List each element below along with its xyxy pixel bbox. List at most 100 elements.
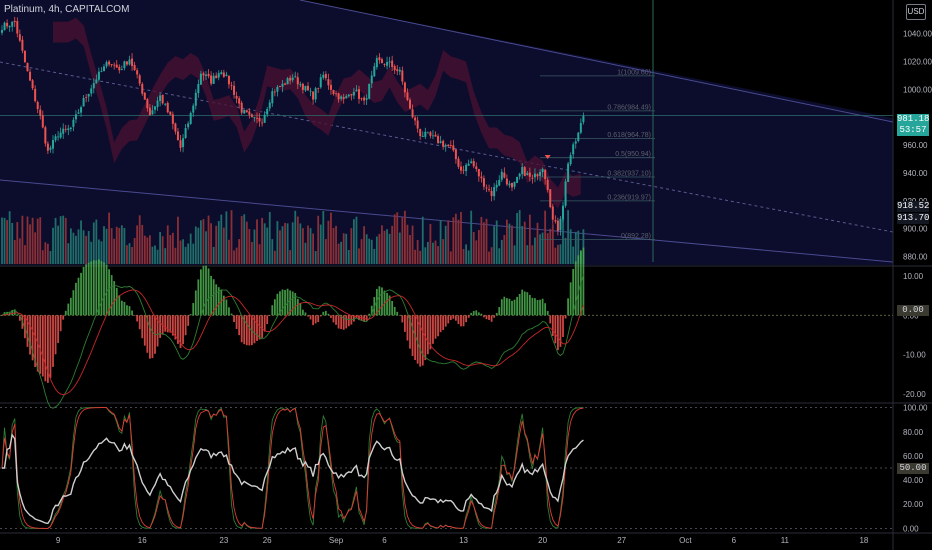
candle-body: [567, 163, 570, 182]
volume-bar: [197, 227, 200, 264]
macd-histogram-bar: [128, 306, 131, 316]
volume-bar: [151, 246, 154, 264]
candle-body: [398, 69, 401, 72]
candle-body: [426, 132, 429, 134]
macd-histogram-bar: [416, 315, 419, 364]
volume-bar: [182, 239, 184, 264]
volume-bar: [49, 251, 52, 264]
axes-layer: 880.00900.00920.00940.00960.00980.001000…: [56, 29, 932, 545]
macd-histogram-bar: [108, 269, 110, 316]
macd-histogram-bar: [480, 313, 483, 316]
signal-line: [1, 289, 584, 396]
volume-bar: [210, 223, 212, 264]
volume-bar: [467, 250, 470, 264]
candle-body: [273, 91, 276, 93]
candle-body: [44, 127, 47, 144]
macd-histogram-bar: [365, 315, 368, 321]
volume-bar: [29, 224, 31, 264]
candle-body: [482, 178, 485, 187]
macd-histogram-bar: [409, 315, 411, 349]
macd-histogram-bar: [44, 315, 47, 382]
candle-body: [403, 82, 406, 93]
channel-lower-line: [0, 179, 894, 263]
candle-body: [365, 98, 368, 100]
countdown-tag: 53:57: [897, 125, 929, 136]
candle-body: [238, 98, 241, 104]
macd-histogram-bar: [207, 268, 210, 316]
rsi-axis-tick: 40.00: [903, 476, 924, 485]
macd-histogram-bar: [358, 315, 360, 321]
candle-body: [95, 79, 98, 84]
volume-bar: [245, 221, 248, 264]
candle-body: [289, 77, 292, 81]
candle-body: [452, 145, 455, 151]
macd-histogram-bar: [342, 315, 345, 330]
volume-bar: [291, 222, 294, 264]
currency-button[interactable]: USD: [906, 4, 926, 20]
macd-histogram-bar: [498, 307, 501, 316]
macd-histogram-bar: [136, 315, 139, 322]
volume-bar: [57, 225, 59, 264]
macd-histogram-bar: [98, 259, 100, 316]
macd-histogram-bar: [345, 315, 348, 329]
candle-body: [205, 74, 207, 76]
candle-body: [16, 21, 19, 34]
volume-bar: [302, 228, 304, 264]
macd-histogram-bar: [337, 315, 340, 329]
candle-body: [383, 63, 386, 65]
volume-bar: [171, 232, 174, 264]
macd-histogram-bar: [572, 268, 575, 316]
candle-body: [562, 205, 564, 220]
candle-body: [373, 66, 376, 77]
candle-body: [523, 167, 526, 176]
volume-bar: [353, 219, 355, 264]
macd-histogram-bar: [488, 315, 490, 320]
macd-histogram-bar: [368, 313, 371, 316]
volume-bar: [261, 217, 263, 264]
candle-body: [396, 69, 399, 72]
candle-body: [125, 61, 128, 65]
volume-bar: [69, 228, 72, 264]
candle-body: [332, 89, 335, 95]
volume-bar: [3, 217, 6, 264]
macd-histogram-bar: [447, 315, 450, 324]
volume-bar: [120, 225, 123, 264]
volume-bar: [557, 244, 559, 264]
macd-histogram-bar: [312, 315, 314, 326]
macd-histogram-bar: [258, 315, 261, 340]
volume-bar: [233, 250, 235, 264]
candle-body: [358, 89, 360, 99]
macd-histogram-bar: [577, 255, 580, 316]
volume-bar: [133, 237, 136, 264]
volume-bar: [577, 230, 580, 264]
candle-body: [411, 109, 414, 118]
macd-histogram-bar: [179, 315, 182, 349]
volume-bar: [521, 226, 524, 264]
candle-body: [488, 189, 491, 191]
volume-bar: [444, 225, 447, 264]
volume-bar: [207, 215, 210, 264]
candle-body: [375, 58, 378, 68]
volume-bar: [161, 236, 164, 264]
macd-histogram-bar: [138, 315, 141, 330]
macd-histogram-bar: [215, 284, 218, 316]
macd-histogram-bar: [335, 315, 337, 325]
candle-body: [69, 127, 72, 129]
candle-body: [120, 69, 123, 70]
macd-histogram-bar: [386, 292, 388, 316]
volume-bar: [77, 229, 80, 264]
volume-bar: [493, 226, 496, 264]
candle-body: [100, 71, 103, 72]
macd-histogram-bar: [159, 315, 161, 338]
volume-bar: [470, 210, 473, 264]
candle-body: [327, 79, 330, 86]
macd-histogram-bar: [495, 312, 498, 316]
macd-histogram-bar: [467, 315, 470, 318]
candle-body: [370, 75, 373, 84]
volume-bar: [503, 234, 506, 264]
channel-layer: [0, 0, 894, 265]
macd-histogram-bar: [528, 294, 531, 316]
volume-bar: [409, 235, 411, 264]
volume-bar: [462, 248, 465, 264]
